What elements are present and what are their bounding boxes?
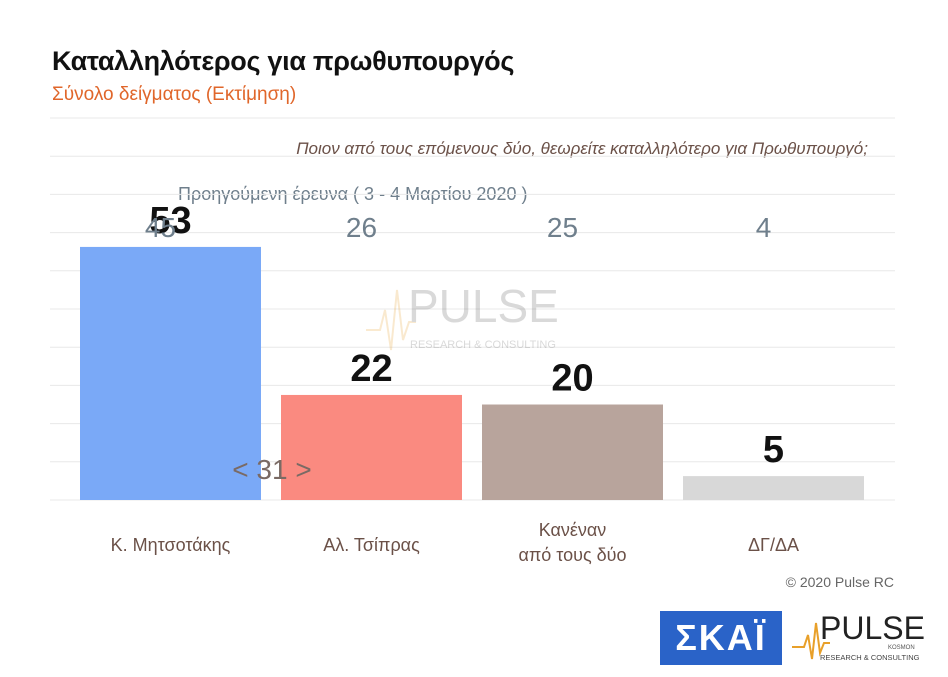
category-label: Αλ. Τσίπρας [323,535,420,555]
watermark-text: PULSE [408,280,559,332]
bar [281,394,462,500]
difference-annotation: < 31 > [232,454,311,485]
pulse-logo-subtext: RESEARCH & CONSULTING [820,653,920,662]
copyright: © 2020 Pulse RC [785,574,894,590]
bar [482,404,663,500]
category-label: από τους δύο [518,545,626,565]
category-label: ΔΓ/ΔΑ [748,535,799,555]
previous-value-label: 45 [145,212,176,243]
bar-value-label: 22 [350,348,392,390]
watermark-heartbeat-icon [366,289,416,351]
chart-subtitle: Σύνολο δείγματος (Εκτίμηση) [52,84,297,105]
skai-logo: ΣΚΑΪ [660,611,782,665]
category-label: Κ. Μητσοτάκης [111,535,231,555]
watermark-group: PULSE RESEARCH & CONSULTING [366,280,559,351]
bar [683,476,864,500]
previous-value-label: 26 [346,212,377,243]
previous-value-label: 25 [547,212,578,243]
bar-value-label: 5 [763,429,784,471]
pulse-logo-kosmon: KOSMON [888,645,915,651]
previous-value-label: 4 [756,212,772,243]
pulse-logo: PULSE KOSMON RESEARCH & CONSULTING [792,610,925,662]
category-label: Κανέναν [539,520,607,540]
pulse-logo-text: PULSE [820,610,925,646]
bar-value-label: 53 [149,200,191,242]
bar [80,246,261,500]
pulse-heartbeat-icon [792,622,830,660]
chart-title: Καταλληλότερος για πρωθυπουργός [52,46,515,76]
watermark-subtext: RESEARCH & CONSULTING [410,339,556,351]
bar-value-label: 20 [551,358,593,400]
survey-question: Ποιον από τους επόμενους δύο, θεωρείτε κ… [296,139,868,158]
